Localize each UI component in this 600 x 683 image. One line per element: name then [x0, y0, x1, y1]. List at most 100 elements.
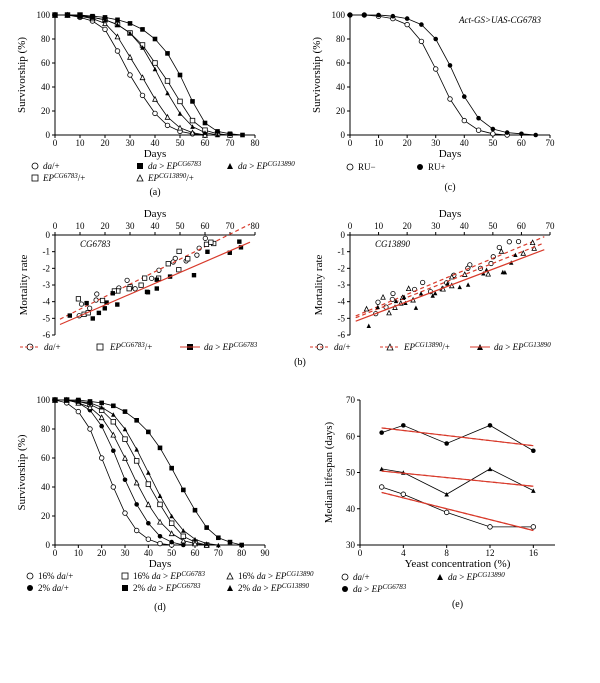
- svg-text:50: 50: [167, 548, 177, 558]
- svg-text:30: 30: [121, 548, 131, 558]
- svg-text:CG13890: CG13890: [375, 239, 411, 249]
- svg-text:-1: -1: [338, 247, 346, 257]
- svg-text:da/+: da/+: [44, 342, 61, 352]
- svg-text:40: 40: [346, 504, 356, 514]
- svg-text:da > EPCG13890: da > EPCG13890: [448, 571, 505, 582]
- svg-text:Survivorship (%): Survivorship (%): [16, 37, 28, 113]
- svg-text:-4: -4: [338, 297, 346, 307]
- svg-text:60: 60: [201, 138, 211, 148]
- svg-text:80: 80: [41, 34, 51, 44]
- panel-a: 01020304050607080020406080100DaysSurvivo…: [16, 10, 295, 198]
- svg-text:70: 70: [546, 138, 556, 148]
- svg-text:60: 60: [191, 548, 201, 558]
- svg-text:0: 0: [46, 130, 51, 140]
- svg-text:30: 30: [431, 221, 441, 231]
- svg-text:(d): (d): [154, 602, 166, 613]
- svg-text:30: 30: [346, 540, 356, 550]
- svg-text:10: 10: [374, 138, 384, 148]
- svg-text:-6: -6: [43, 330, 51, 340]
- svg-text:0: 0: [46, 230, 51, 240]
- svg-text:50: 50: [176, 138, 186, 148]
- svg-text:-3: -3: [43, 280, 51, 290]
- svg-text:0: 0: [53, 221, 58, 231]
- svg-text:40: 40: [41, 482, 51, 492]
- svg-text:20: 20: [97, 548, 107, 558]
- panel-d: 0102030405060708090020406080100DaysSurvi…: [16, 395, 314, 613]
- svg-text:40: 40: [41, 82, 51, 92]
- svg-text:EPCG6783/+: EPCG6783/+: [42, 172, 85, 183]
- svg-text:0: 0: [46, 540, 51, 550]
- svg-text:60: 60: [336, 58, 346, 68]
- svg-text:2% da > EPCG6783: 2% da > EPCG6783: [133, 582, 201, 593]
- svg-text:0: 0: [53, 138, 58, 148]
- svg-text:20: 20: [101, 138, 111, 148]
- svg-text:60: 60: [517, 138, 527, 148]
- svg-text:10: 10: [74, 548, 84, 558]
- svg-text:da > EPCG6783: da > EPCG6783: [148, 160, 202, 171]
- svg-text:0: 0: [348, 138, 353, 148]
- panel-c: 010203040506070020406080100DaysSurvivors…: [311, 10, 555, 193]
- panel-b-right: 010203040506070-6-5-4-3-2-10DaysMortalit…: [294, 208, 555, 368]
- svg-text:80: 80: [336, 34, 346, 44]
- svg-text:-2: -2: [43, 263, 51, 273]
- svg-text:20: 20: [41, 511, 51, 521]
- svg-text:16% da > EPCG13890: 16% da > EPCG13890: [238, 570, 314, 581]
- svg-text:da/+: da/+: [43, 161, 60, 171]
- svg-text:-6: -6: [338, 330, 346, 340]
- svg-text:0: 0: [341, 230, 346, 240]
- svg-text:da > EPCG6783: da > EPCG6783: [204, 341, 258, 352]
- svg-text:100: 100: [332, 10, 346, 20]
- svg-text:da > EPCG13890: da > EPCG13890: [494, 341, 551, 352]
- svg-text:Mortality rate: Mortality rate: [313, 254, 325, 315]
- svg-text:(c): (c): [444, 182, 455, 193]
- svg-text:EPCG13890/+: EPCG13890/+: [147, 172, 194, 183]
- svg-text:16% da > EPCG6783: 16% da > EPCG6783: [133, 570, 206, 581]
- svg-text:2% da/+: 2% da/+: [38, 583, 69, 593]
- svg-text:-3: -3: [338, 280, 346, 290]
- svg-text:80: 80: [251, 221, 261, 231]
- svg-text:60: 60: [41, 58, 51, 68]
- svg-text:10: 10: [76, 138, 86, 148]
- svg-text:16% da/+: 16% da/+: [38, 571, 73, 581]
- svg-text:Mortality rate: Mortality rate: [18, 254, 30, 315]
- svg-text:40: 40: [336, 82, 346, 92]
- svg-text:20: 20: [101, 221, 111, 231]
- svg-text:40: 40: [151, 221, 161, 231]
- svg-text:16: 16: [529, 548, 539, 558]
- svg-text:70: 70: [346, 395, 356, 405]
- svg-text:EPCG6783/+: EPCG6783/+: [109, 341, 152, 352]
- svg-text:30: 30: [126, 138, 136, 148]
- svg-text:0: 0: [341, 130, 346, 140]
- svg-text:20: 20: [403, 138, 413, 148]
- svg-text:da > EPCG13890: da > EPCG13890: [238, 160, 295, 171]
- svg-text:90: 90: [261, 548, 271, 558]
- svg-text:100: 100: [37, 10, 51, 20]
- svg-text:30: 30: [431, 138, 441, 148]
- svg-text:Median lifespan (days): Median lifespan (days): [323, 421, 335, 523]
- svg-text:da/+: da/+: [353, 572, 370, 582]
- svg-text:Survivorship (%): Survivorship (%): [16, 434, 28, 510]
- svg-text:12: 12: [486, 548, 495, 558]
- svg-text:80: 80: [237, 548, 247, 558]
- svg-text:40: 40: [460, 221, 470, 231]
- svg-text:50: 50: [346, 468, 356, 478]
- svg-text:40: 40: [460, 138, 470, 148]
- svg-text:80: 80: [251, 138, 261, 148]
- svg-text:70: 70: [546, 221, 556, 231]
- svg-text:Days: Days: [439, 208, 462, 220]
- svg-text:0: 0: [358, 548, 363, 558]
- svg-text:40: 40: [151, 138, 161, 148]
- svg-text:Days: Days: [149, 558, 172, 570]
- svg-text:50: 50: [488, 221, 498, 231]
- panel-b-left: 01020304050607080-6-5-4-3-2-10DaysMortal…: [18, 208, 260, 352]
- svg-text:10: 10: [374, 221, 384, 231]
- svg-text:(a): (a): [149, 187, 160, 198]
- svg-text:(e): (e): [452, 599, 463, 610]
- svg-text:-5: -5: [43, 313, 51, 323]
- svg-text:da/+: da/+: [334, 342, 351, 352]
- svg-text:Days: Days: [144, 148, 167, 160]
- svg-text:-4: -4: [43, 297, 51, 307]
- svg-text:0: 0: [53, 548, 58, 558]
- svg-text:4: 4: [401, 548, 406, 558]
- svg-text:80: 80: [41, 424, 51, 434]
